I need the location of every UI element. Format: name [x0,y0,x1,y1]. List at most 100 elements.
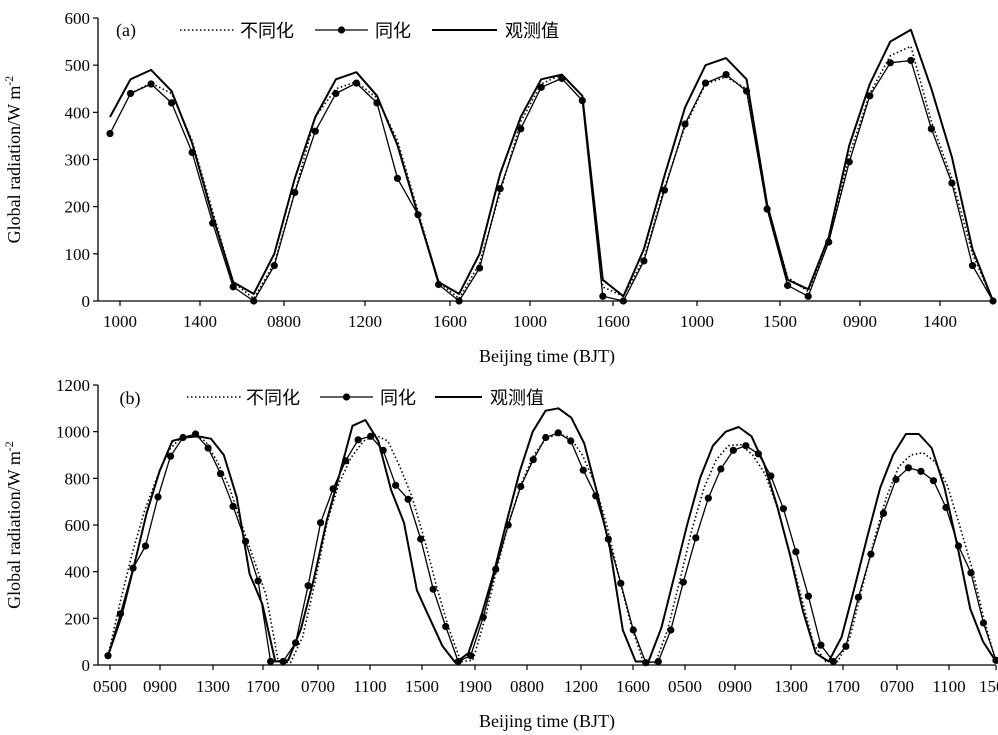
x-tick-label: 0800 [267,312,301,331]
data-point [892,475,900,484]
series-line-dotted [107,433,997,664]
x-tick-label: 1400 [923,312,957,331]
data-point [216,470,225,478]
data-point [792,548,800,556]
y-tick-label: 200 [65,609,91,628]
x-tick-label: 0900 [843,312,877,331]
x-tick-label: 0900 [718,677,752,696]
data-point [729,446,737,454]
y-tick-label: 200 [65,198,91,217]
data-point [866,92,874,100]
data-point [542,433,550,442]
legend-marker [337,26,346,34]
x-tick-label: 0500 [668,677,702,696]
x-tick-label: 1000 [513,312,547,331]
data-point [404,495,412,503]
series-line-solid [107,407,997,664]
x-tick-label: 1600 [596,312,630,331]
x-tick-label: 1700 [246,677,280,696]
data-point [667,626,675,634]
data-point [417,535,425,543]
data-point [154,493,162,501]
y-axis-label-superscript: -2 [2,441,16,451]
data-point [679,578,687,586]
y-tick-label: 1200 [56,376,90,395]
x-tick-label: 1000 [103,312,137,331]
y-axis-label: Global radiation/W m-2 [2,441,24,609]
data-point [579,466,587,474]
x-tick-label: 1000 [680,312,714,331]
data-point [717,465,725,473]
y-tick-label: 0 [82,656,91,675]
data-point [476,264,484,272]
legend-marker [342,393,351,401]
data-point [979,619,988,627]
x-tick-label: 1500 [763,312,797,331]
data-point [168,99,176,107]
data-point [619,297,627,305]
data-point [779,505,787,513]
series-line-dotted [130,45,994,302]
data-point [266,657,275,666]
legend-label: 不同化 [240,21,294,42]
data-point [804,592,812,600]
data-point [554,429,562,437]
data-point [867,550,875,558]
data-point [141,542,150,550]
y-tick-label: 300 [65,151,91,170]
y-tick-label: 600 [65,9,91,28]
x-tick-label: 0800 [510,677,544,696]
panel-b: 0 200 400 600 800 1000 1200 0500 0900 1300 1700 070… [2,376,998,732]
data-point [845,158,853,166]
x-tick-label: 1300 [774,677,808,696]
data-point [817,641,825,649]
y-tick-label: 400 [65,103,91,122]
series-line-dot-marker [109,59,994,302]
data-point [929,477,938,485]
x-tick-label: 1300 [196,677,230,696]
data-point [704,494,712,502]
x-axis-label: Beijing time (BJT) [479,711,615,732]
x-tick-label: 1700 [826,677,860,696]
data-point [879,509,888,517]
y-tick-label: 600 [65,516,91,535]
data-point [629,626,637,634]
data-point [517,125,525,133]
data-point [654,657,662,666]
x-tick-label: 0900 [143,677,177,696]
y-tick-label: 400 [65,563,91,582]
x-tick-label: 1600 [433,312,467,331]
data-point [254,577,262,585]
data-point [229,283,237,291]
data-point [455,297,463,305]
data-point [829,657,838,666]
y-tick-label: 100 [65,245,91,264]
legend-label: 同化 [375,21,411,42]
x-tick-label: 1500 [405,677,439,696]
panel-label: (a) [116,20,136,41]
data-point [270,262,278,270]
data-point [429,585,437,593]
data-point [784,281,792,290]
data-point [106,129,114,138]
data-point [496,185,504,193]
data-point [537,83,545,91]
data-point [692,534,700,542]
data-point [907,56,915,65]
data-point [842,642,850,650]
data-point [166,452,175,460]
data-point [804,292,812,300]
legend-label: 不同化 [246,388,300,409]
y-axis-label-superscript: -2 [2,76,16,86]
data-point [311,127,319,135]
x-tick-label: 1500 [979,677,998,696]
legend-label: 同化 [380,388,416,409]
data-point [660,186,669,194]
x-tick-label: 0500 [93,677,127,696]
data-point [886,59,894,67]
series-line-solid [109,28,994,302]
data-point [529,456,537,464]
data-point [250,297,258,305]
data-point [147,80,155,88]
data-point [617,579,625,587]
